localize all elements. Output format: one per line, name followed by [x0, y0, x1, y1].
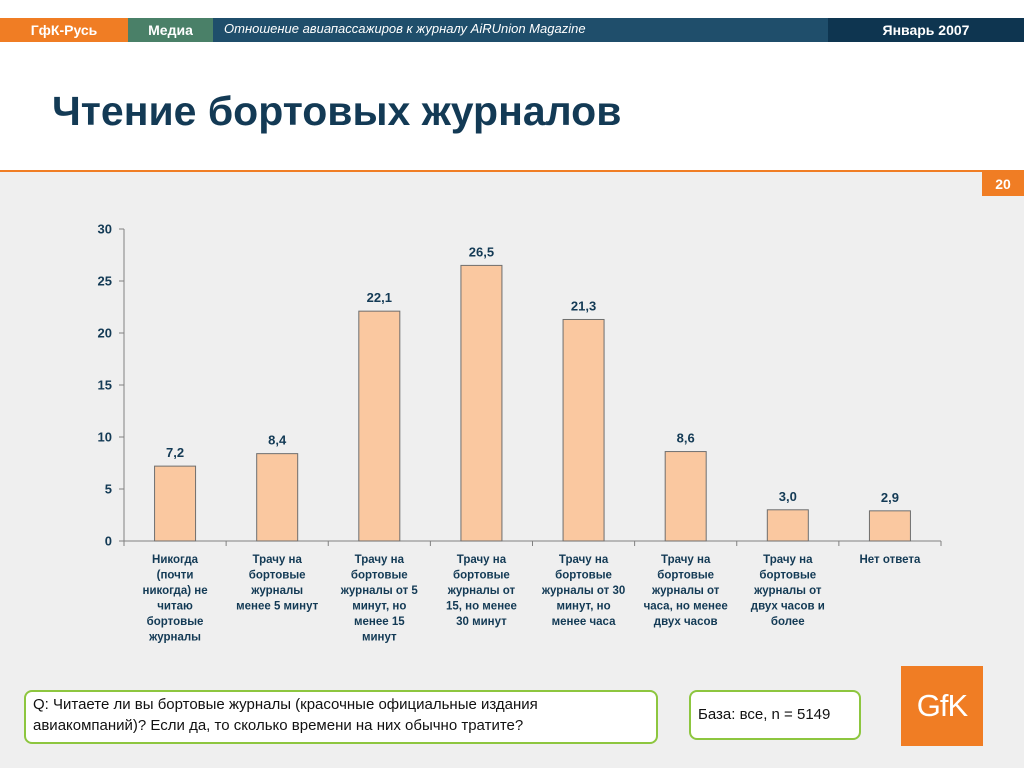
- category-label-line: журналы от: [447, 585, 516, 597]
- y-tick-label: 10: [98, 430, 112, 445]
- category-label: Трачу на бортовые журналы от часа, но менее…: [644, 554, 728, 628]
- y-tick-label: 25: [98, 274, 112, 289]
- category-label-line: минут, но: [352, 601, 406, 613]
- category-label-line: никогда) не: [143, 585, 208, 597]
- bar-value-label: 26,5: [469, 244, 494, 259]
- category-label-line: менее 15: [354, 616, 405, 628]
- bar: [154, 465, 197, 542]
- category-label-line: бортовые: [147, 616, 204, 628]
- top-bar: ГфК-Русь Медиа Отношение авиапассажиров …: [0, 18, 1024, 42]
- y-tick-label: 15: [98, 378, 112, 393]
- bar-value-label: 8,6: [677, 431, 695, 446]
- category-label-line: бортовые: [453, 570, 510, 582]
- category-label-line: Трачу на: [661, 554, 711, 566]
- category-label-line: журналы от: [651, 585, 720, 597]
- category-label-line: Трачу на: [253, 554, 303, 566]
- bar: [664, 451, 707, 542]
- category-label-line: 15, но менее: [446, 601, 517, 613]
- question-text: Q: Читаете ли вы бортовые журналы (красо…: [33, 696, 538, 734]
- category-label: Трачу на бортовые журналы от 30 минут, но ме…: [541, 554, 625, 628]
- y-tick-label: 0: [105, 534, 112, 549]
- category-label-line: бортовые: [759, 570, 816, 582]
- category-label: Трачу на бортовые журналы от 5 минут, но мен…: [340, 554, 419, 644]
- category-label-line: журналы от 5: [340, 585, 419, 597]
- category-label-line: бортовые: [657, 570, 714, 582]
- section-label: Медиа: [128, 18, 213, 42]
- category-label: Никогда (почти никогда) не читаю бортовые жур…: [143, 554, 208, 644]
- category-label-line: бортовые: [351, 570, 408, 582]
- bar: [460, 264, 503, 542]
- category-label-line: журналы от 30: [541, 585, 625, 597]
- gfk-logo: GfK: [901, 666, 983, 746]
- category-label-line: часа, но менее: [644, 601, 728, 613]
- bar-value-label: 7,2: [166, 445, 184, 460]
- base-box: База: все, n = 5149: [689, 690, 861, 740]
- category-label-line: Никогда: [152, 554, 199, 566]
- y-tick-label: 30: [98, 222, 112, 237]
- category-label-line: Трачу на: [763, 554, 813, 566]
- bar-value-label: 8,4: [268, 433, 287, 448]
- category-label-line: читаю: [157, 601, 193, 613]
- bar-value-label: 2,9: [881, 490, 899, 505]
- bar-value-label: 21,3: [571, 298, 596, 313]
- category-label: Нет ответа: [859, 554, 921, 566]
- page-title: Чтение бортовых журналов: [52, 88, 622, 134]
- category-label-line: 30 минут: [456, 616, 507, 628]
- category-label-line: минут, но: [556, 601, 610, 613]
- category-label: Трачу на бортовые журналы менее 5 минут: [236, 554, 318, 613]
- category-label-line: журналы: [250, 585, 303, 597]
- category-label-line: Трачу на: [559, 554, 609, 566]
- bar: [868, 510, 911, 542]
- base-text: База: все, n = 5149: [698, 706, 831, 723]
- bar-value-label: 22,1: [367, 290, 392, 305]
- question-box: Q: Читаете ли вы бортовые журналы (красо…: [24, 690, 658, 744]
- category-label-line: менее часа: [552, 616, 616, 628]
- category-label-line: журналы: [148, 632, 201, 644]
- bar: [256, 453, 299, 542]
- category-label-line: (почти: [157, 570, 194, 582]
- title-divider: [0, 170, 1024, 172]
- category-label-line: двух часов и: [751, 601, 825, 613]
- category-label-line: Трачу на: [457, 554, 507, 566]
- bar: [766, 509, 809, 542]
- category-label-line: бортовые: [249, 570, 306, 582]
- category-label-line: минут: [362, 632, 397, 644]
- report-subtitle: Отношение авиапассажиров к журналу AiRUn…: [224, 21, 586, 36]
- category-label-line: бортовые: [555, 570, 612, 582]
- page-number: 20: [982, 172, 1024, 196]
- category-label: Трачу на бортовые журналы от двух часов и бо…: [751, 554, 825, 628]
- bar: [562, 318, 605, 542]
- bar-value-label: 3,0: [779, 489, 797, 504]
- category-label-line: менее 5 минут: [236, 601, 318, 613]
- report-date: Январь 2007: [828, 18, 1024, 42]
- category-label-line: Нет ответа: [859, 554, 921, 566]
- y-tick-label: 5: [105, 482, 112, 497]
- category-label-line: Трачу на: [355, 554, 405, 566]
- category-label-line: двух часов: [654, 616, 718, 628]
- gfk-logo-text: GfK: [916, 688, 968, 723]
- category-label: Трачу на бортовые журналы от 15, но менее 30…: [446, 554, 517, 628]
- brand-label: ГфК-Русь: [0, 18, 128, 42]
- category-label-line: более: [771, 616, 805, 628]
- category-label-line: журналы от: [753, 585, 822, 597]
- y-tick-label: 20: [98, 326, 112, 341]
- bar: [358, 310, 401, 542]
